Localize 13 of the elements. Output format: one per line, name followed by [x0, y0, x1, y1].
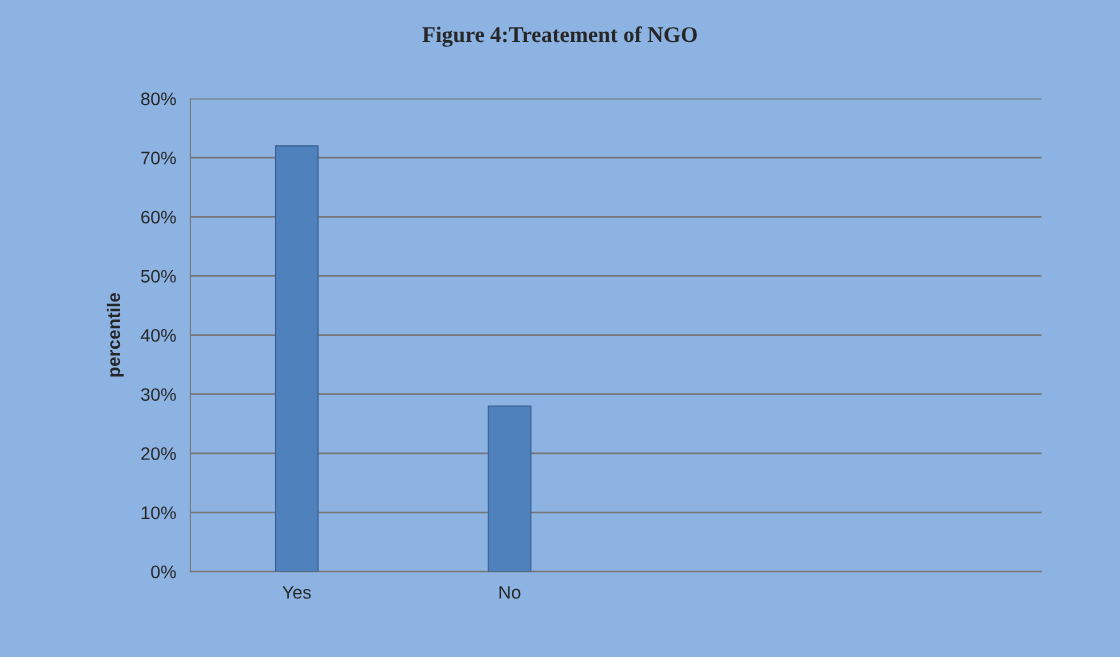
y-axis-title: percentile	[106, 293, 124, 377]
y-tick-label: 60%	[141, 210, 176, 224]
y-tick-label: 0%	[151, 565, 176, 579]
y-tick-label: 20%	[141, 447, 176, 461]
y-tick-label: 30%	[141, 388, 176, 401]
x-tick-label: Yes	[282, 586, 311, 599]
chart-title: Figure 4:Treatement of NGO	[422, 26, 697, 47]
y-tick-label: 40%	[140, 329, 176, 342]
y-tick-label: 70%	[141, 151, 176, 165]
x-tick-label: No	[499, 586, 521, 599]
y-tick-label: 80%	[141, 92, 176, 106]
y-tick-label: 50%	[141, 269, 176, 283]
y-tick-label: 10%	[141, 506, 176, 520]
